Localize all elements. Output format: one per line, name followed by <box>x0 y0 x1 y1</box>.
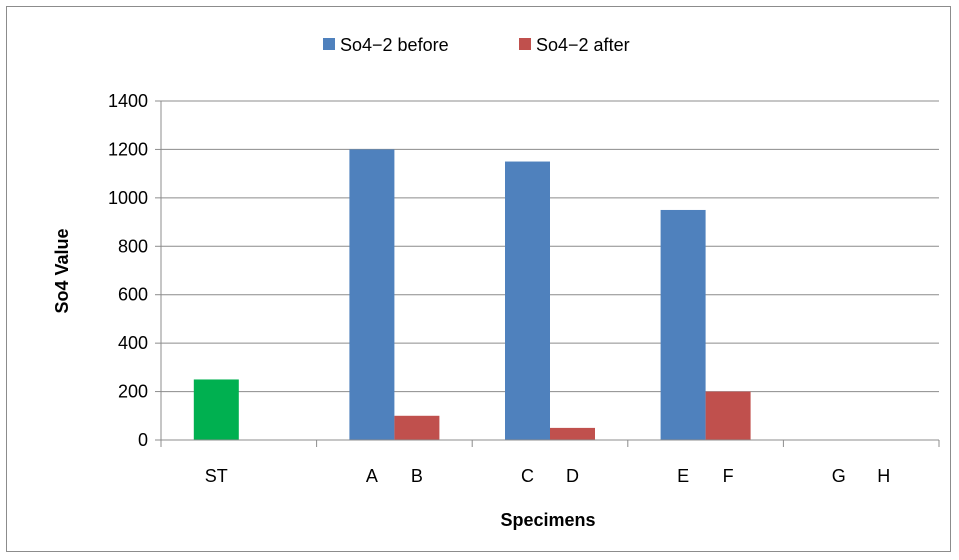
y-tick-label: 1400 <box>108 91 148 111</box>
y-tick-label: 200 <box>118 382 148 402</box>
chart-frame <box>6 6 951 552</box>
bar-before-0 <box>193 379 239 440</box>
legend-label-after: So4−2 after <box>536 35 630 55</box>
y-tick-labels: 0 200 400 600 800 1000 1200 1400 <box>108 91 148 450</box>
bars <box>193 149 751 441</box>
y-tick-label: 400 <box>118 333 148 353</box>
bar-after-3 <box>705 391 751 440</box>
bar-after-1 <box>394 415 440 440</box>
y-tick-label: 1000 <box>108 188 148 208</box>
y-tick-label: 600 <box>118 285 148 305</box>
axes <box>155 100 940 447</box>
x-axis-title: Specimens <box>500 510 595 530</box>
legend-label-before: So4−2 before <box>340 35 449 55</box>
x-tick-label: D <box>566 466 579 486</box>
y-tick-label: 0 <box>138 430 148 450</box>
y-axis-title: So4 Value <box>52 228 72 313</box>
y-tick-label: 800 <box>118 236 148 256</box>
y-tick-label: 1200 <box>108 139 148 159</box>
legend-swatch-before <box>323 38 335 50</box>
x-tick-label: C <box>521 466 534 486</box>
x-tick-label: F <box>723 466 734 486</box>
x-tick-label: G <box>832 466 846 486</box>
bar-before-2 <box>505 161 550 441</box>
x-tick-label: A <box>366 466 378 486</box>
x-tick-label: ST <box>205 466 228 486</box>
bar-before-1 <box>349 149 395 440</box>
legend-swatch-after <box>519 38 531 50</box>
x-tick-labels: ST A B C D E F G H <box>205 466 890 486</box>
x-tick-label: H <box>877 466 890 486</box>
legend: So4−2 before So4−2 after <box>323 35 630 55</box>
bar-before-3 <box>660 209 706 440</box>
x-tick-label: E <box>677 466 689 486</box>
bar-after-2 <box>550 427 595 440</box>
x-tick-label: B <box>411 466 423 486</box>
